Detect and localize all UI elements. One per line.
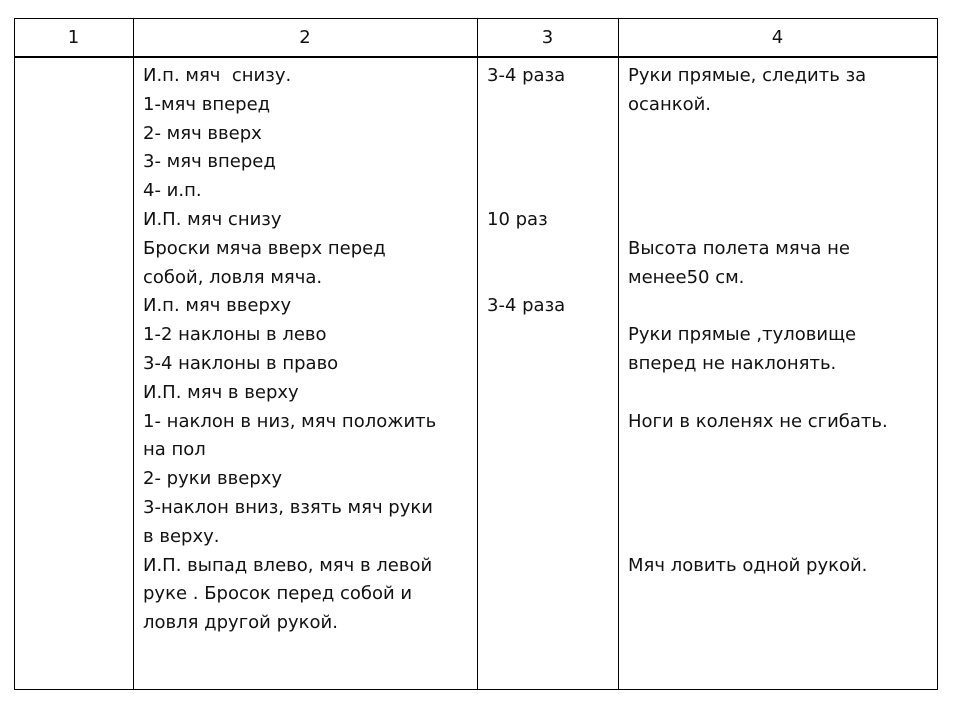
cell-line: 1-мяч вперед [143, 93, 271, 115]
border [14, 18, 937, 19]
border [133, 18, 134, 690]
header-cell: 3 [541, 27, 554, 48]
cell-line: 1- наклон в низ, мяч положить [143, 410, 437, 432]
cell-line: 3-4 раза [487, 295, 566, 317]
cell-line: Высота полета мяча не [628, 237, 850, 259]
header-cell: 2 [299, 27, 311, 48]
cell-line: 3-4 раза [487, 65, 566, 86]
cell-line: И.п. мяч снизу. [143, 65, 292, 86]
cell-line: 1-2 наклоны в лево [143, 324, 327, 346]
cell-line: 3-наклон вниз, взять мяч руки [143, 497, 433, 518]
border [477, 18, 478, 690]
cell-line: 2- мяч вверх [143, 122, 262, 144]
cell-line: И.П. мяч в верху [143, 381, 299, 403]
cell-line: ловля другой рукой. [143, 612, 338, 634]
cell-line: в верху. [143, 525, 220, 547]
cell-line: Ноги в коленях не сгибать. [628, 410, 888, 432]
cell-line: И.П. мяч снизу [143, 209, 282, 230]
cell-line: собой, ловля мяча. [143, 266, 323, 288]
header-cell: 1 [67, 27, 80, 48]
cell-line: Руки прямые, следить за [628, 65, 867, 86]
cell-line: 3- мяч вперед [143, 151, 276, 173]
border [14, 56, 937, 58]
cell-line: Мяч ловить одной рукой. [628, 554, 868, 576]
cell-line: вперед не наклонять. [628, 353, 837, 374]
border [937, 18, 938, 690]
cell-line: 3-4 наклоны в право [143, 353, 339, 374]
cell-line: осанкой. [628, 93, 712, 115]
cell-line: руке . Бросок перед собой и [143, 583, 413, 605]
cell-line: 4- и.п. [143, 180, 202, 202]
cell-line: Броски мяча вверх перед [143, 237, 386, 259]
cell-line: И.П. выпад влево, мяч в левой [143, 554, 433, 576]
cell-line: 10 раз [487, 209, 548, 230]
header-cell: 4 [771, 27, 784, 48]
cell-line: И.п. мяч вверху [143, 295, 292, 317]
cell-line: 2- руки вверху [143, 468, 283, 490]
cell-line: на пол [143, 439, 206, 461]
border [618, 18, 619, 690]
cell-line: менее50 см. [628, 266, 745, 288]
border [14, 18, 15, 690]
cell-line: Руки прямые ,туловище [628, 324, 857, 346]
border [14, 689, 937, 690]
